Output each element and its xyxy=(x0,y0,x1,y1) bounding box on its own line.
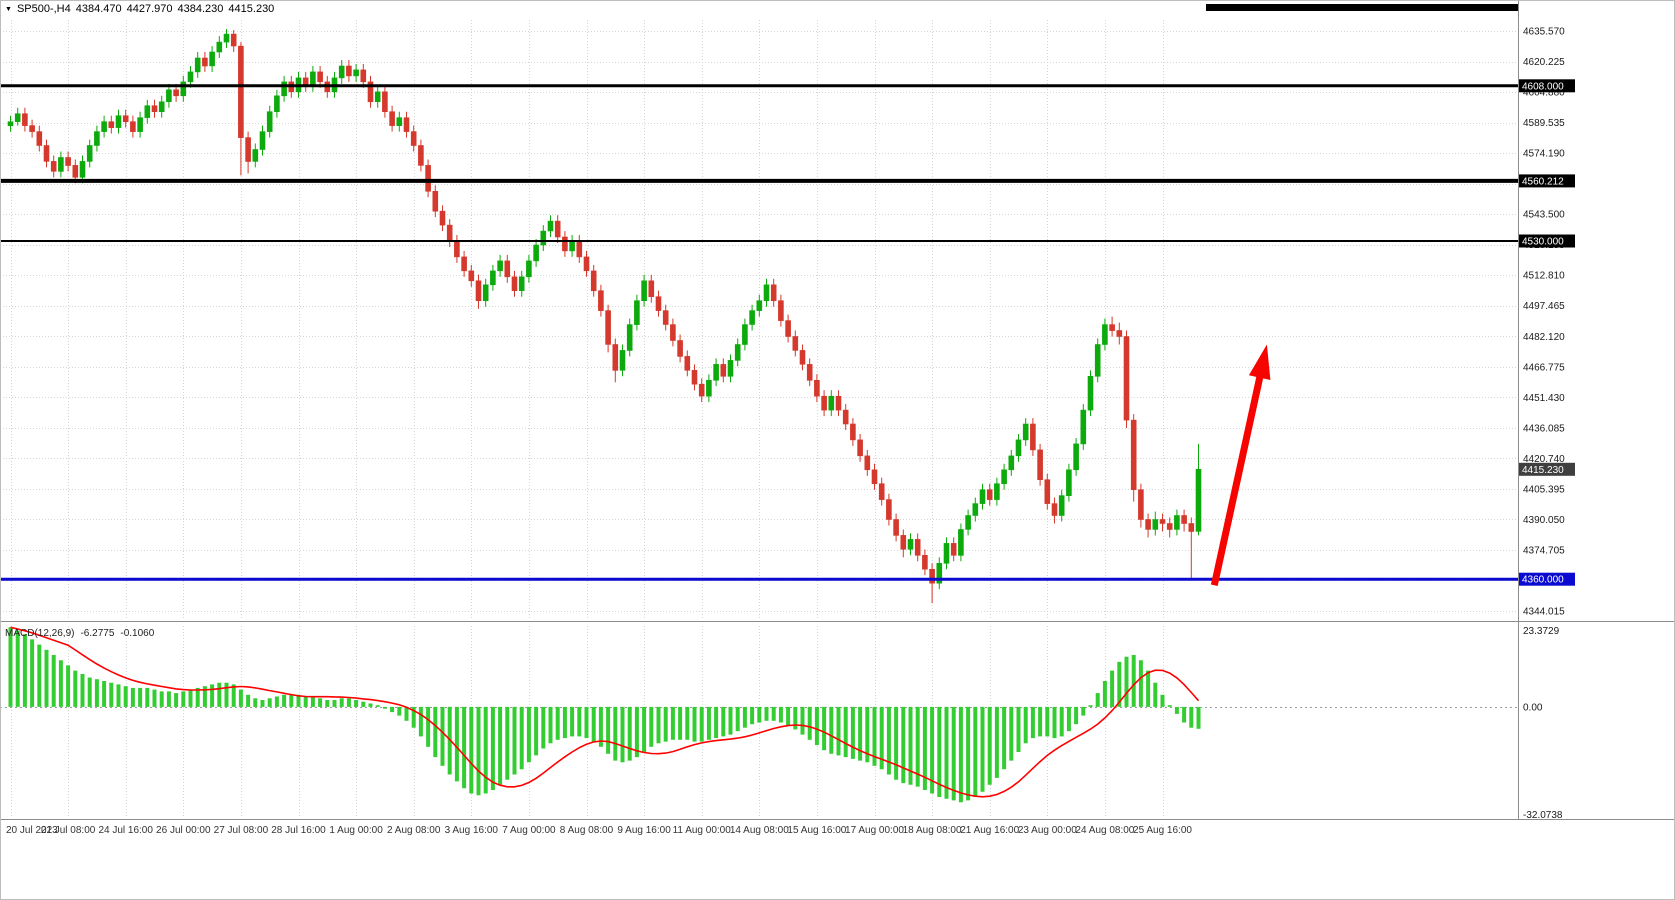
svg-text:21 Jul 08:00: 21 Jul 08:00 xyxy=(41,825,96,836)
svg-text:4497.465: 4497.465 xyxy=(1523,301,1565,312)
svg-text:20 Jul 2023: 20 Jul 2023 xyxy=(6,825,58,836)
svg-text:4451.430: 4451.430 xyxy=(1523,393,1565,404)
macd-main-value: -6.2775 xyxy=(80,628,115,639)
price-badge: 4415.230 xyxy=(1519,462,1575,476)
svg-text:4420.740: 4420.740 xyxy=(1523,454,1565,465)
macd-signal-value: -0.1060 xyxy=(120,628,155,639)
candles xyxy=(7,29,1202,604)
svg-text:28 Jul 16:00: 28 Jul 16:00 xyxy=(271,825,326,836)
svg-text:3 Aug 16:00: 3 Aug 16:00 xyxy=(445,825,499,836)
svg-text:23.3729: 23.3729 xyxy=(1523,626,1560,637)
svg-text:8 Aug 08:00: 8 Aug 08:00 xyxy=(560,825,614,836)
svg-text:7 Aug 00:00: 7 Aug 00:00 xyxy=(502,825,556,836)
svg-text:2 Aug 08:00: 2 Aug 08:00 xyxy=(387,825,441,836)
svg-text:4482.120: 4482.120 xyxy=(1523,332,1565,343)
macd-name: MACD(12,26,9) xyxy=(5,628,75,639)
svg-text:4530.000: 4530.000 xyxy=(1522,237,1564,248)
symbol-name: SP500-,H4 xyxy=(16,3,71,15)
svg-text:4374.705: 4374.705 xyxy=(1523,545,1565,556)
price-axis-labels: 4635.570 4620.225 4604.880 4589.535 4574.190… xyxy=(1523,27,1565,822)
price-badge: 4360.000 xyxy=(1519,572,1575,586)
svg-text:-32.0738: -32.0738 xyxy=(1523,810,1563,821)
svg-text:4436.085: 4436.085 xyxy=(1523,423,1565,434)
svg-text:4405.395: 4405.395 xyxy=(1523,484,1565,495)
symbol-info: ▼ SP500-,H4 4384.470 4427.970 4384.230 4… xyxy=(5,3,274,15)
svg-text:4608.000: 4608.000 xyxy=(1522,81,1564,92)
svg-text:1 Aug 00:00: 1 Aug 00:00 xyxy=(329,825,383,836)
bar-high-value: 4427.970 xyxy=(126,3,173,15)
price-badge: 4530.000 xyxy=(1519,234,1575,248)
trend-arrow-head xyxy=(1248,344,1271,380)
symbol-dropdown-icon[interactable]: ▼ xyxy=(5,5,12,13)
bar-close-value: 4415.230 xyxy=(228,3,275,15)
svg-text:4560.212: 4560.212 xyxy=(1522,176,1564,187)
svg-text:9 Aug 16:00: 9 Aug 16:00 xyxy=(617,825,671,836)
price-badge: 4560.212 xyxy=(1519,174,1575,188)
svg-text:18 Aug 08:00: 18 Aug 08:00 xyxy=(903,825,962,836)
svg-text:14 Aug 08:00: 14 Aug 08:00 xyxy=(730,825,789,836)
svg-text:11 Aug 00:00: 11 Aug 00:00 xyxy=(673,825,732,836)
svg-text:0.00: 0.00 xyxy=(1523,702,1543,713)
svg-text:15 Aug 16:00: 15 Aug 16:00 xyxy=(787,825,846,836)
svg-text:4589.535: 4589.535 xyxy=(1523,118,1565,129)
svg-text:23 Aug 00:00: 23 Aug 00:00 xyxy=(1018,825,1077,836)
svg-text:27 Jul 08:00: 27 Jul 08:00 xyxy=(214,825,269,836)
svg-text:21 Aug 16:00: 21 Aug 16:00 xyxy=(960,825,1019,836)
svg-text:17 Aug 00:00: 17 Aug 00:00 xyxy=(845,825,904,836)
trend-arrow-shaft xyxy=(1210,369,1265,586)
svg-text:4344.015: 4344.015 xyxy=(1523,607,1565,618)
svg-text:4574.190: 4574.190 xyxy=(1523,149,1565,160)
svg-text:24 Jul 16:00: 24 Jul 16:00 xyxy=(98,825,153,836)
macd-indicator-label: MACD(12,26,9) -6.2775 -0.1060 xyxy=(5,628,154,639)
svg-text:4620.225: 4620.225 xyxy=(1523,57,1565,68)
svg-text:4543.500: 4543.500 xyxy=(1523,210,1565,221)
top-right-black-bar xyxy=(1206,4,1518,11)
svg-text:4415.230: 4415.230 xyxy=(1522,465,1564,476)
macd-signal-line xyxy=(10,626,1200,798)
price-badge: 4608.000 xyxy=(1519,79,1575,93)
svg-text:4466.775: 4466.775 xyxy=(1523,362,1565,373)
svg-text:4360.000: 4360.000 xyxy=(1522,575,1564,586)
svg-text:24 Aug 08:00: 24 Aug 08:00 xyxy=(1075,825,1134,836)
bar-low-value: 4384.230 xyxy=(177,3,224,15)
bar-open-value: 4384.470 xyxy=(75,3,122,15)
svg-text:4604.880: 4604.880 xyxy=(1523,88,1565,99)
svg-text:4390.050: 4390.050 xyxy=(1523,515,1565,526)
svg-text:4512.810: 4512.810 xyxy=(1523,271,1565,282)
svg-text:25 Aug 16:00: 25 Aug 16:00 xyxy=(1133,825,1192,836)
svg-text:4635.570: 4635.570 xyxy=(1523,27,1565,38)
svg-text:26 Jul 00:00: 26 Jul 00:00 xyxy=(156,825,211,836)
macd-histogram xyxy=(8,627,1201,803)
